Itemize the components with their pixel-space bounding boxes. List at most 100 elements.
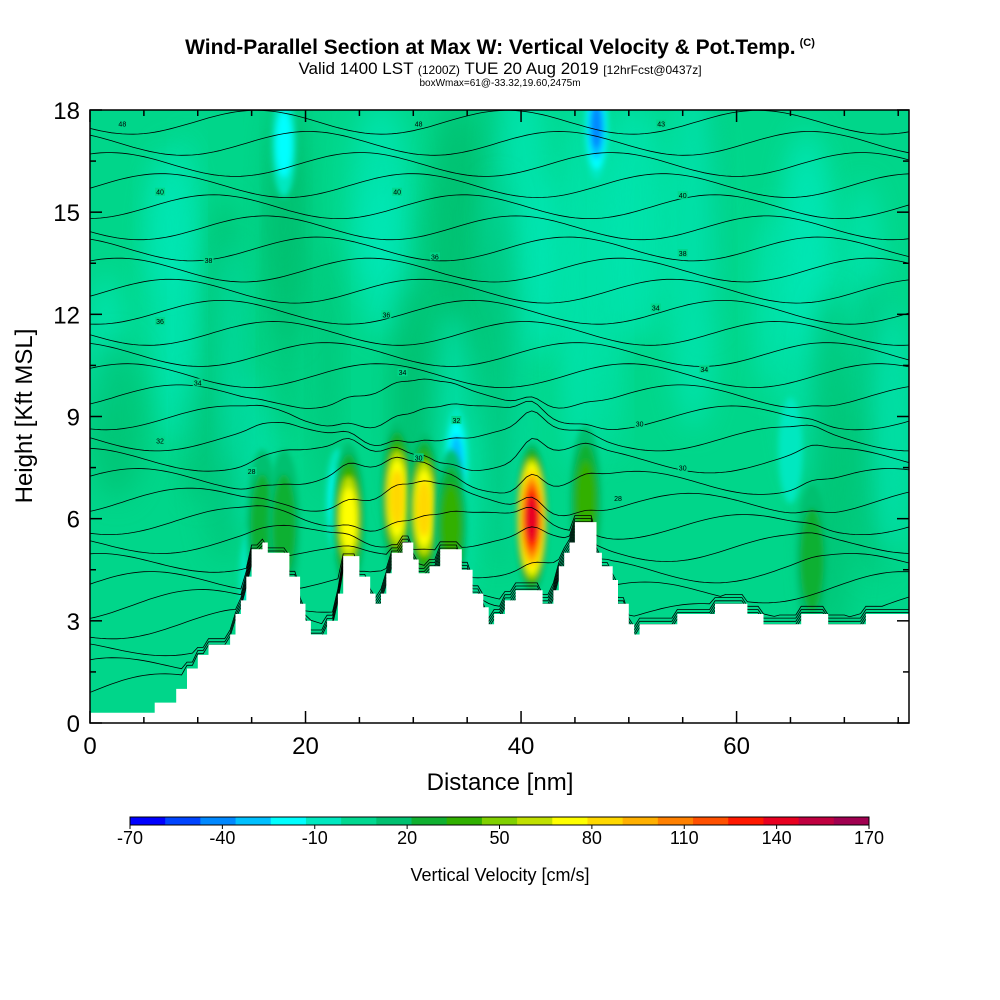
x-tick-label: 0: [83, 733, 96, 760]
colorbar-swatch: [270, 817, 307, 825]
isentrope-label: 30: [415, 455, 423, 462]
isentrope-line: [90, 194, 909, 219]
colorbar-swatch: [411, 817, 448, 825]
isentrope-label: 48: [415, 122, 423, 129]
isentrope-layer: [90, 110, 909, 693]
isentrope-line: [90, 299, 909, 325]
isentrope-label: 40: [679, 193, 687, 200]
boxwmax-note: boxWmax=61@-33.32,19.60,2475m: [419, 78, 581, 89]
isentrope-line: [90, 236, 909, 262]
isentrope-line: [90, 363, 909, 389]
downdraft-cell: [271, 110, 296, 198]
terrain: [90, 522, 909, 723]
isentrope-line: [90, 480, 909, 517]
colorbar-swatch: [481, 817, 518, 825]
isentrope-line: [90, 278, 909, 304]
colorbar-swatch: [517, 817, 553, 825]
y-axis-label: Height [Kft MSL]: [11, 329, 38, 504]
colorbar-tick-label: -70: [117, 828, 143, 848]
colorbar-tick-label: 20: [397, 828, 417, 848]
updraft-cell: [408, 432, 441, 585]
x-tick-label: 20: [292, 733, 319, 760]
colorbar-swatch: [376, 817, 413, 825]
colorbar-tick-label: 140: [762, 828, 792, 848]
isentrope-line: [90, 518, 909, 562]
colorbar-tick-label: 110: [670, 828, 699, 848]
isentrope-line: [90, 215, 909, 241]
chart-title: Wind-Parallel Section at Max W: Vertical…: [185, 36, 815, 59]
colorbar: -70 -40 -10 20 50 80 110 140 170: [117, 816, 884, 848]
isentrope-label: 34: [652, 306, 660, 313]
isentrope-line: [90, 521, 909, 584]
colorbar-swatch: [833, 817, 870, 825]
isentrope-line: [90, 173, 909, 198]
x-tick-label: 60: [723, 733, 750, 760]
isentrope-line: [90, 534, 909, 657]
colorbar-label: Vertical Velocity [cm/s]: [410, 865, 589, 885]
y-tick-label: 12: [53, 302, 80, 329]
isentrope-line: [90, 524, 909, 604]
colorbar-tick-label: -10: [302, 828, 328, 848]
colorbar-swatch: [728, 817, 764, 825]
velocity-band: [219, 240, 244, 474]
colorbar-swatch: [552, 817, 588, 825]
isentrope-label: 40: [156, 190, 164, 197]
isentrope-label: 30: [636, 421, 644, 428]
colorbar-swatch: [693, 817, 729, 825]
isentrope-label: 43: [657, 122, 665, 129]
velocity-band: [666, 110, 721, 432]
isentrope-line: [90, 527, 909, 619]
isentrope-label: 34: [194, 380, 202, 387]
isentrope-label: 28: [614, 496, 622, 503]
colorbar-swatch: [622, 817, 659, 825]
isentrope-line: [90, 257, 909, 283]
colorbar-swatch: [130, 817, 166, 825]
downdraft-cell: [584, 110, 609, 181]
velocity-band: [599, 110, 623, 462]
isentrope-line: [90, 410, 909, 452]
colorbar-swatch: [305, 817, 342, 825]
chart-subtitle: Valid 1400 LST (1200Z) TUE 20 Aug 2019 […: [298, 59, 702, 78]
colorbar-swatch: [235, 817, 272, 825]
isentrope-label: 38: [679, 251, 687, 258]
isentrope-line: [90, 342, 909, 367]
isentrope-line: [90, 456, 909, 495]
x-tick-label: 40: [508, 733, 535, 760]
y-tick-label: 18: [53, 98, 80, 125]
colorbar-swatch: [341, 817, 377, 825]
y-tick-label: 0: [67, 711, 80, 738]
isentrope-line: [90, 400, 909, 431]
isentrope-line: [90, 131, 909, 156]
axis-ticks: 0 20 40 60 0 36 9 12 15 18: [53, 98, 909, 760]
isentrope-label: 28: [248, 469, 256, 476]
colorbar-swatch: [446, 817, 483, 825]
colorbar-tick-label: -40: [209, 828, 235, 848]
colorbar-swatch: [657, 817, 694, 825]
x-axis-label: Distance [nm]: [427, 769, 574, 796]
colorbar-tick-label: 170: [854, 828, 884, 848]
colorbar-swatch: [763, 817, 800, 825]
plot-area: 48 48 43 40 40 40 38 36 38 36 36 34 34 34 34 32 32 30 28 30…: [90, 110, 909, 723]
isentrope-labels: 48 48 43 40 40 40 38 36 38 36 36 34 34 34 34 32 32 30 28 30…: [117, 119, 710, 503]
isentrope-label: 32: [156, 438, 164, 445]
velocity-band: [868, 306, 909, 558]
isentrope-label: 38: [205, 258, 213, 265]
isentrope-line: [90, 530, 909, 640]
colorbar-swatch: [587, 817, 624, 825]
isentrope-label: 32: [452, 418, 460, 425]
y-tick-label: 15: [53, 200, 80, 227]
isentrope-label: 36: [431, 254, 439, 261]
isentrope-line: [90, 505, 909, 540]
velocity-band: [754, 208, 786, 395]
y-tick-label: 3: [67, 609, 80, 636]
isentrope-label: 36: [156, 319, 164, 326]
velocity-band: [149, 161, 183, 291]
colorbar-tick-label: 80: [582, 828, 602, 848]
y-tick-label: 9: [67, 405, 80, 432]
velocity-band: [478, 177, 519, 569]
isentrope-label: 48: [118, 122, 126, 129]
downdraft-cell: [778, 397, 803, 504]
colorbar-swatch: [165, 817, 201, 825]
velocity-band: [90, 338, 146, 500]
